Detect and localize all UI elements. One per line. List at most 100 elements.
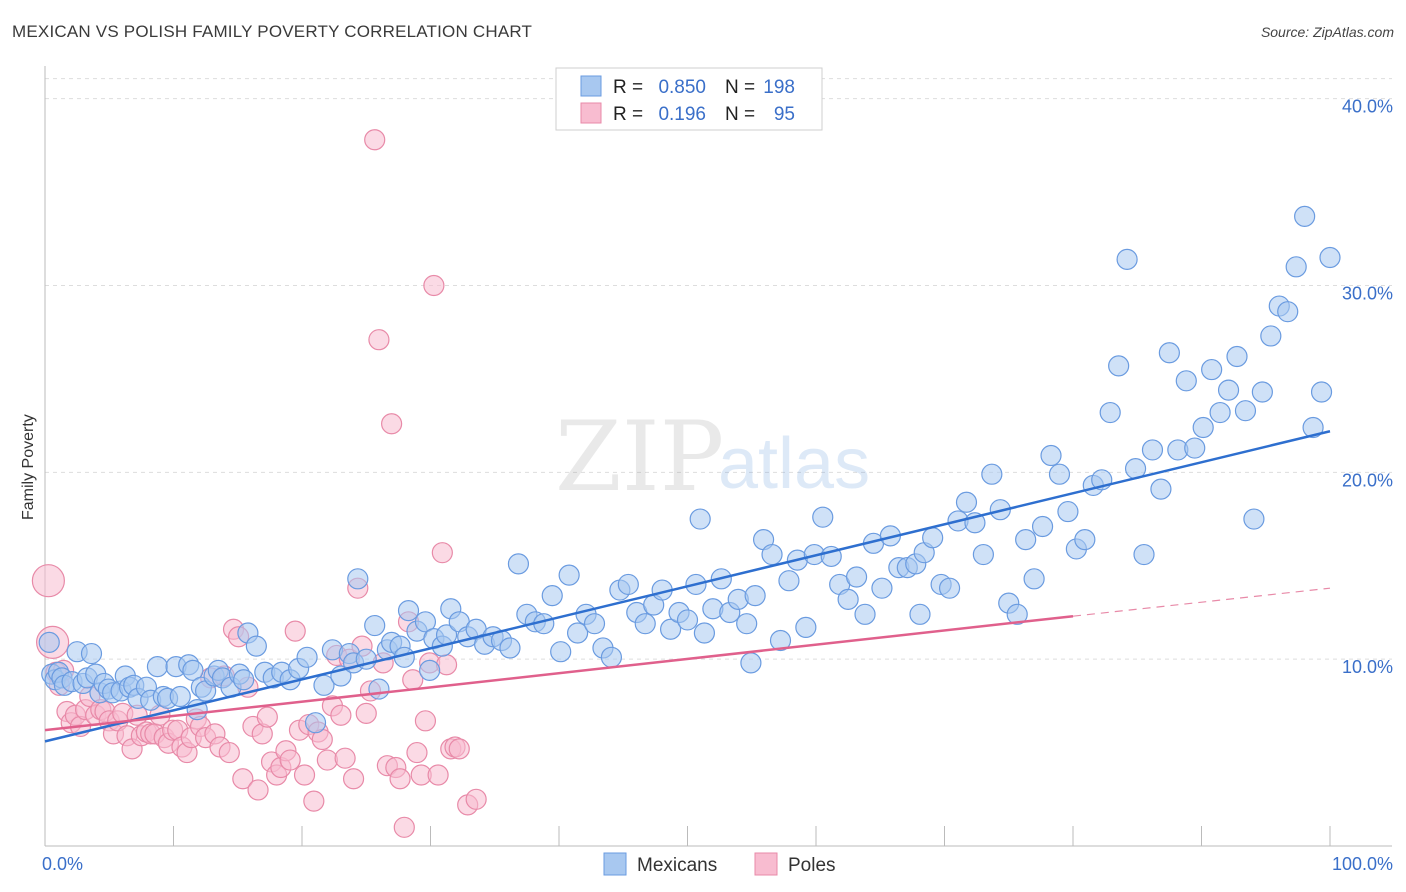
trend-line-poles: [44, 614, 1074, 732]
mexican-point: [1133, 543, 1155, 566]
mexican-point: [1243, 508, 1265, 530]
pole-point: [247, 779, 269, 801]
mexican-point: [1251, 381, 1273, 403]
mexican-point: [1141, 439, 1164, 461]
mexican-point: [414, 611, 437, 633]
mexican-point: [778, 570, 800, 592]
mexican-point: [583, 613, 606, 635]
mexican-point: [795, 616, 817, 639]
mexican-point: [740, 652, 762, 674]
mexican-point: [1023, 568, 1045, 590]
mexican-point: [507, 553, 530, 575]
trend-line-mexicans: [44, 430, 1331, 743]
mexican-point: [955, 491, 978, 513]
mexican-point: [1158, 342, 1180, 364]
mexican-point: [499, 637, 521, 659]
mexican-point: [245, 635, 267, 657]
pole-point: [364, 129, 386, 151]
y-tick-label: 40.0%: [1342, 97, 1393, 117]
mexican-point: [1192, 416, 1214, 439]
mexican-point: [38, 631, 60, 653]
legend-r-value: 0.196: [658, 104, 706, 125]
mexican-point: [1057, 500, 1079, 523]
watermark-atlas: atlas: [718, 424, 870, 504]
pole-point: [303, 790, 325, 812]
mexican-point: [1234, 400, 1257, 422]
pole-point: [330, 704, 352, 726]
mexican-point: [1048, 463, 1071, 485]
mexican-point: [304, 712, 327, 734]
mexican-point: [1031, 515, 1054, 538]
series-poles-points: [31, 129, 487, 838]
mexican-point: [1201, 358, 1223, 381]
mexican-point: [769, 629, 792, 652]
pole-point: [334, 747, 356, 769]
mexican-point: [182, 659, 204, 681]
mexican-point: [169, 685, 191, 708]
pole-point: [448, 738, 470, 760]
mexican-point: [854, 603, 876, 625]
mexican-point: [1285, 256, 1307, 278]
pole-point: [427, 764, 449, 786]
mexican-point: [1184, 437, 1206, 459]
mexican-point: [1217, 379, 1240, 401]
mexican-point: [1226, 345, 1248, 368]
legend-bottom-label: Poles: [788, 855, 836, 876]
mexican-point: [761, 543, 783, 566]
legend-swatch: [580, 75, 602, 97]
mexican-point: [1108, 355, 1130, 377]
pole-point: [279, 749, 301, 771]
mexican-point: [1310, 381, 1333, 403]
mexican-point: [1209, 401, 1231, 424]
chart-source: Source: ZipAtlas.com: [1260, 24, 1394, 40]
pole-point: [381, 413, 403, 435]
pole-point: [31, 564, 65, 598]
mexican-point: [364, 614, 386, 637]
legend-n-value: 198: [763, 77, 795, 98]
y-tick-label: 30.0%: [1342, 284, 1393, 304]
mexican-point: [1074, 528, 1096, 551]
mexican-point: [676, 609, 699, 631]
mexican-point: [1175, 370, 1197, 392]
pole-point: [465, 788, 487, 810]
pole-point: [431, 542, 453, 564]
pole-point: [368, 329, 390, 351]
mexican-point: [736, 613, 758, 635]
mexican-point: [1040, 444, 1062, 467]
legend-n-value: 95: [774, 104, 795, 125]
mexican-point: [1319, 246, 1341, 269]
x-tick-label-max: 100.0%: [1332, 854, 1393, 874]
trend-lines: [44, 430, 1331, 743]
mexican-point: [397, 599, 420, 622]
mexican-point: [368, 678, 390, 700]
mexican-point: [659, 618, 682, 640]
mexican-point: [1006, 603, 1028, 625]
pole-point: [393, 816, 415, 838]
chart-title: MEXICAN VS POLISH FAMILY POVERTY CORRELA…: [12, 22, 533, 41]
mexican-point: [1150, 478, 1172, 500]
pole-point: [316, 749, 338, 771]
mexican-point: [981, 463, 1003, 485]
mexican-point: [845, 566, 868, 588]
watermark: ZIP atlas: [555, 401, 870, 513]
legend-swatch: [580, 102, 602, 124]
mexican-point: [550, 641, 572, 663]
mexican-point: [693, 622, 716, 644]
legend-r-value: 0.850: [658, 77, 706, 98]
x-tick-label-min: 0.0%: [42, 854, 83, 874]
mexican-point: [744, 585, 766, 607]
x-tick-labels: 0.0% 100.0%: [42, 854, 1393, 874]
trend-line-poles-extension: [1072, 587, 1331, 617]
mexican-point: [600, 646, 623, 668]
mexican-point: [1302, 416, 1324, 439]
legend-top: R = 0.850 N = 198 R = 0.196 N = 95: [555, 67, 823, 131]
legend-n-label: N =: [725, 77, 755, 98]
legend-n-label: N =: [725, 104, 755, 125]
pole-point: [256, 706, 278, 728]
pole-point: [414, 710, 437, 732]
mexican-point: [871, 577, 893, 599]
pole-point: [284, 620, 306, 642]
legend-bottom-swatch: [603, 852, 627, 876]
y-axis-label: Family Poverty: [20, 414, 37, 520]
